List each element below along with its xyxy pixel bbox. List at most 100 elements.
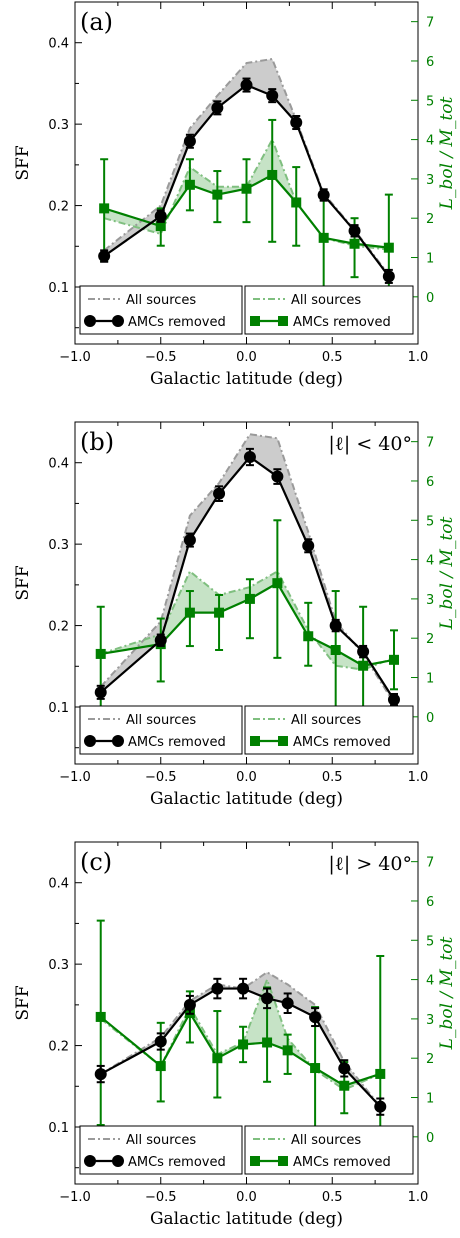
legend-left-box (79, 285, 243, 335)
ratio-point (349, 238, 360, 249)
ratio-point (330, 645, 341, 655)
ratio-point (388, 654, 399, 665)
x-tick-label: −0.5 (145, 770, 177, 785)
sff-point (266, 89, 279, 102)
panel-label: (c) (80, 848, 112, 876)
y-left-tick-label: 0.3 (48, 538, 69, 553)
ratio-point (358, 660, 369, 671)
y-right-tick-label: 1 (426, 672, 434, 687)
sff-point (183, 135, 196, 148)
ratio-point (99, 203, 110, 214)
ratio-removed-line (100, 1010, 381, 1087)
sff-point (338, 1062, 351, 1075)
panel-condition: |ℓ| > 40° (328, 853, 412, 875)
ratio-removed-line (100, 581, 395, 667)
legend-ratio-all-label: All sources (291, 1133, 361, 1148)
y-left-axis-label: SFF (13, 145, 33, 180)
sff-point (302, 539, 315, 552)
ratio-point (212, 189, 223, 200)
sff-point (261, 992, 274, 1005)
legend-ratio-all-label: All sources (291, 293, 361, 308)
y-right-tick-label: 6 (426, 55, 434, 70)
y-right-tick-label: 0 (426, 291, 434, 306)
y-left-tick-label: 0.2 (48, 200, 69, 215)
y-right-tick-label: 7 (426, 436, 434, 451)
y-left-axis-label: SFF (13, 565, 33, 600)
x-tick-label: 0.0 (236, 770, 257, 785)
legend-ratio-removed-label: AMCs removed (293, 1155, 391, 1170)
legend-right-box (244, 285, 414, 335)
legend-left-box (79, 1125, 243, 1175)
legend-ratio-removed-marker (250, 1156, 260, 1166)
sff-point (382, 270, 395, 283)
x-tick-label: 0.5 (322, 350, 343, 365)
sff-all-sources-line (100, 971, 382, 1108)
ratio-shaded-region (100, 979, 381, 1090)
x-axis-label: Galactic latitude (deg) (150, 369, 343, 389)
x-tick-label: 0.0 (236, 350, 257, 365)
legend-ratio-removed-label: AMCs removed (293, 315, 391, 330)
legend-ratio-removed-marker (250, 736, 260, 746)
ratio-point (238, 1039, 249, 1050)
legend-sff-all-label: All sources (126, 713, 196, 728)
x-tick-label: 0.5 (322, 770, 343, 785)
x-axis-label: Galactic latitude (deg) (150, 1209, 343, 1229)
sff-point (271, 470, 284, 483)
ratio-point (282, 1045, 293, 1056)
legend-ratio-removed-label: AMCs removed (293, 735, 391, 750)
sff-shaded-region (100, 972, 381, 1107)
x-tick-label: 1.0 (408, 770, 429, 785)
legend-sff-removed-label: AMCs removed (128, 1155, 226, 1170)
panel-label: (b) (80, 428, 114, 456)
sff-point (154, 210, 167, 223)
x-tick-label: −1.0 (59, 350, 91, 365)
ratio-point (184, 607, 195, 618)
sff-point (348, 224, 361, 237)
sff-point (281, 997, 294, 1010)
x-tick-label: 0.0 (236, 1190, 257, 1205)
legend-sff-removed-label: AMCs removed (128, 735, 226, 750)
y-left-tick-label: 0.1 (48, 281, 69, 296)
sff-point (357, 645, 370, 658)
y-right-tick-label: 6 (426, 475, 434, 490)
y-right-tick-label: 5 (426, 514, 434, 529)
y-left-axis-label: SFF (13, 985, 33, 1020)
sff-removed-line (103, 83, 390, 278)
ratio-point (267, 169, 278, 180)
legend-ratio-removed-marker (278, 316, 288, 326)
y-right-tick-label: 5 (426, 94, 434, 109)
legend-sff-removed-marker (84, 1155, 96, 1167)
x-tick-label: −0.5 (145, 1190, 177, 1205)
ratio-point (244, 593, 255, 604)
legend-sff-all-label: All sources (126, 1133, 196, 1148)
y-left-tick-label: 0.4 (48, 877, 69, 892)
x-tick-label: 1.0 (408, 350, 429, 365)
sff-point (211, 101, 224, 114)
ratio-removed-line (103, 173, 389, 249)
sff-point (243, 451, 256, 464)
y-right-tick-label: 0 (426, 711, 434, 726)
sff-point (374, 1100, 387, 1113)
y-right-tick-label: 7 (426, 16, 434, 31)
sff-point (387, 693, 400, 706)
sff-point (213, 487, 226, 500)
ratio-point (272, 578, 283, 589)
ratio-point (184, 179, 195, 190)
x-tick-label: 1.0 (408, 1190, 429, 1205)
y-left-tick-label: 0.1 (48, 1121, 69, 1136)
sff-point (237, 982, 250, 995)
x-tick-label: −1.0 (59, 1190, 91, 1205)
ratio-point (318, 232, 329, 243)
y-right-tick-label: 2 (426, 1052, 434, 1067)
y-right-tick-label: 4 (426, 134, 434, 149)
sff-point (154, 1035, 167, 1048)
y-left-tick-label: 0.2 (48, 1040, 69, 1055)
legend-ratio-removed-marker (250, 316, 260, 326)
sff-point (183, 534, 196, 547)
ratio-point (291, 197, 302, 208)
legend-sff-removed-marker (84, 735, 96, 747)
legend-sff-all-label: All sources (126, 293, 196, 308)
sff-point (154, 634, 167, 647)
y-right-axis-label: L_bol / M_tot (437, 516, 457, 630)
x-tick-label: −0.5 (145, 350, 177, 365)
